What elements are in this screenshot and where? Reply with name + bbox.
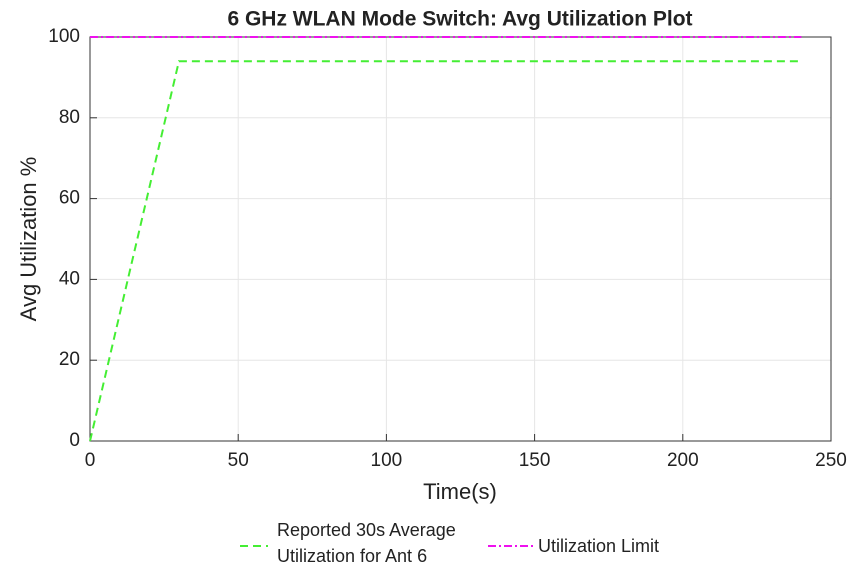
x-tick-label: 50 [228, 450, 249, 471]
y-tick-label: 0 [69, 430, 80, 451]
y-tick-label: 40 [59, 268, 80, 289]
y-tick-label: 20 [59, 349, 80, 370]
chart-title: 6 GHz WLAN Mode Switch: Avg Utilization … [227, 8, 692, 31]
x-tick-label: 0 [85, 450, 96, 471]
y-tick-label: 60 [59, 188, 80, 209]
legend-label: Utilization Limit [538, 536, 660, 556]
x-axis-label: Time(s) [423, 479, 497, 504]
y-axis-label: Avg Utilization % [16, 157, 41, 322]
data-line [89, 60, 802, 442]
x-tick-label: 100 [371, 450, 403, 471]
y-tick-label: 100 [48, 26, 80, 47]
x-tick-label: 150 [519, 450, 551, 471]
legend-label: Reported 30s Average Utilization for Ant… [277, 520, 456, 566]
plot-area [90, 37, 831, 441]
x-tick-label: 200 [667, 450, 699, 471]
x-tick-label: 250 [815, 450, 847, 471]
y-tick-label: 80 [59, 107, 80, 128]
